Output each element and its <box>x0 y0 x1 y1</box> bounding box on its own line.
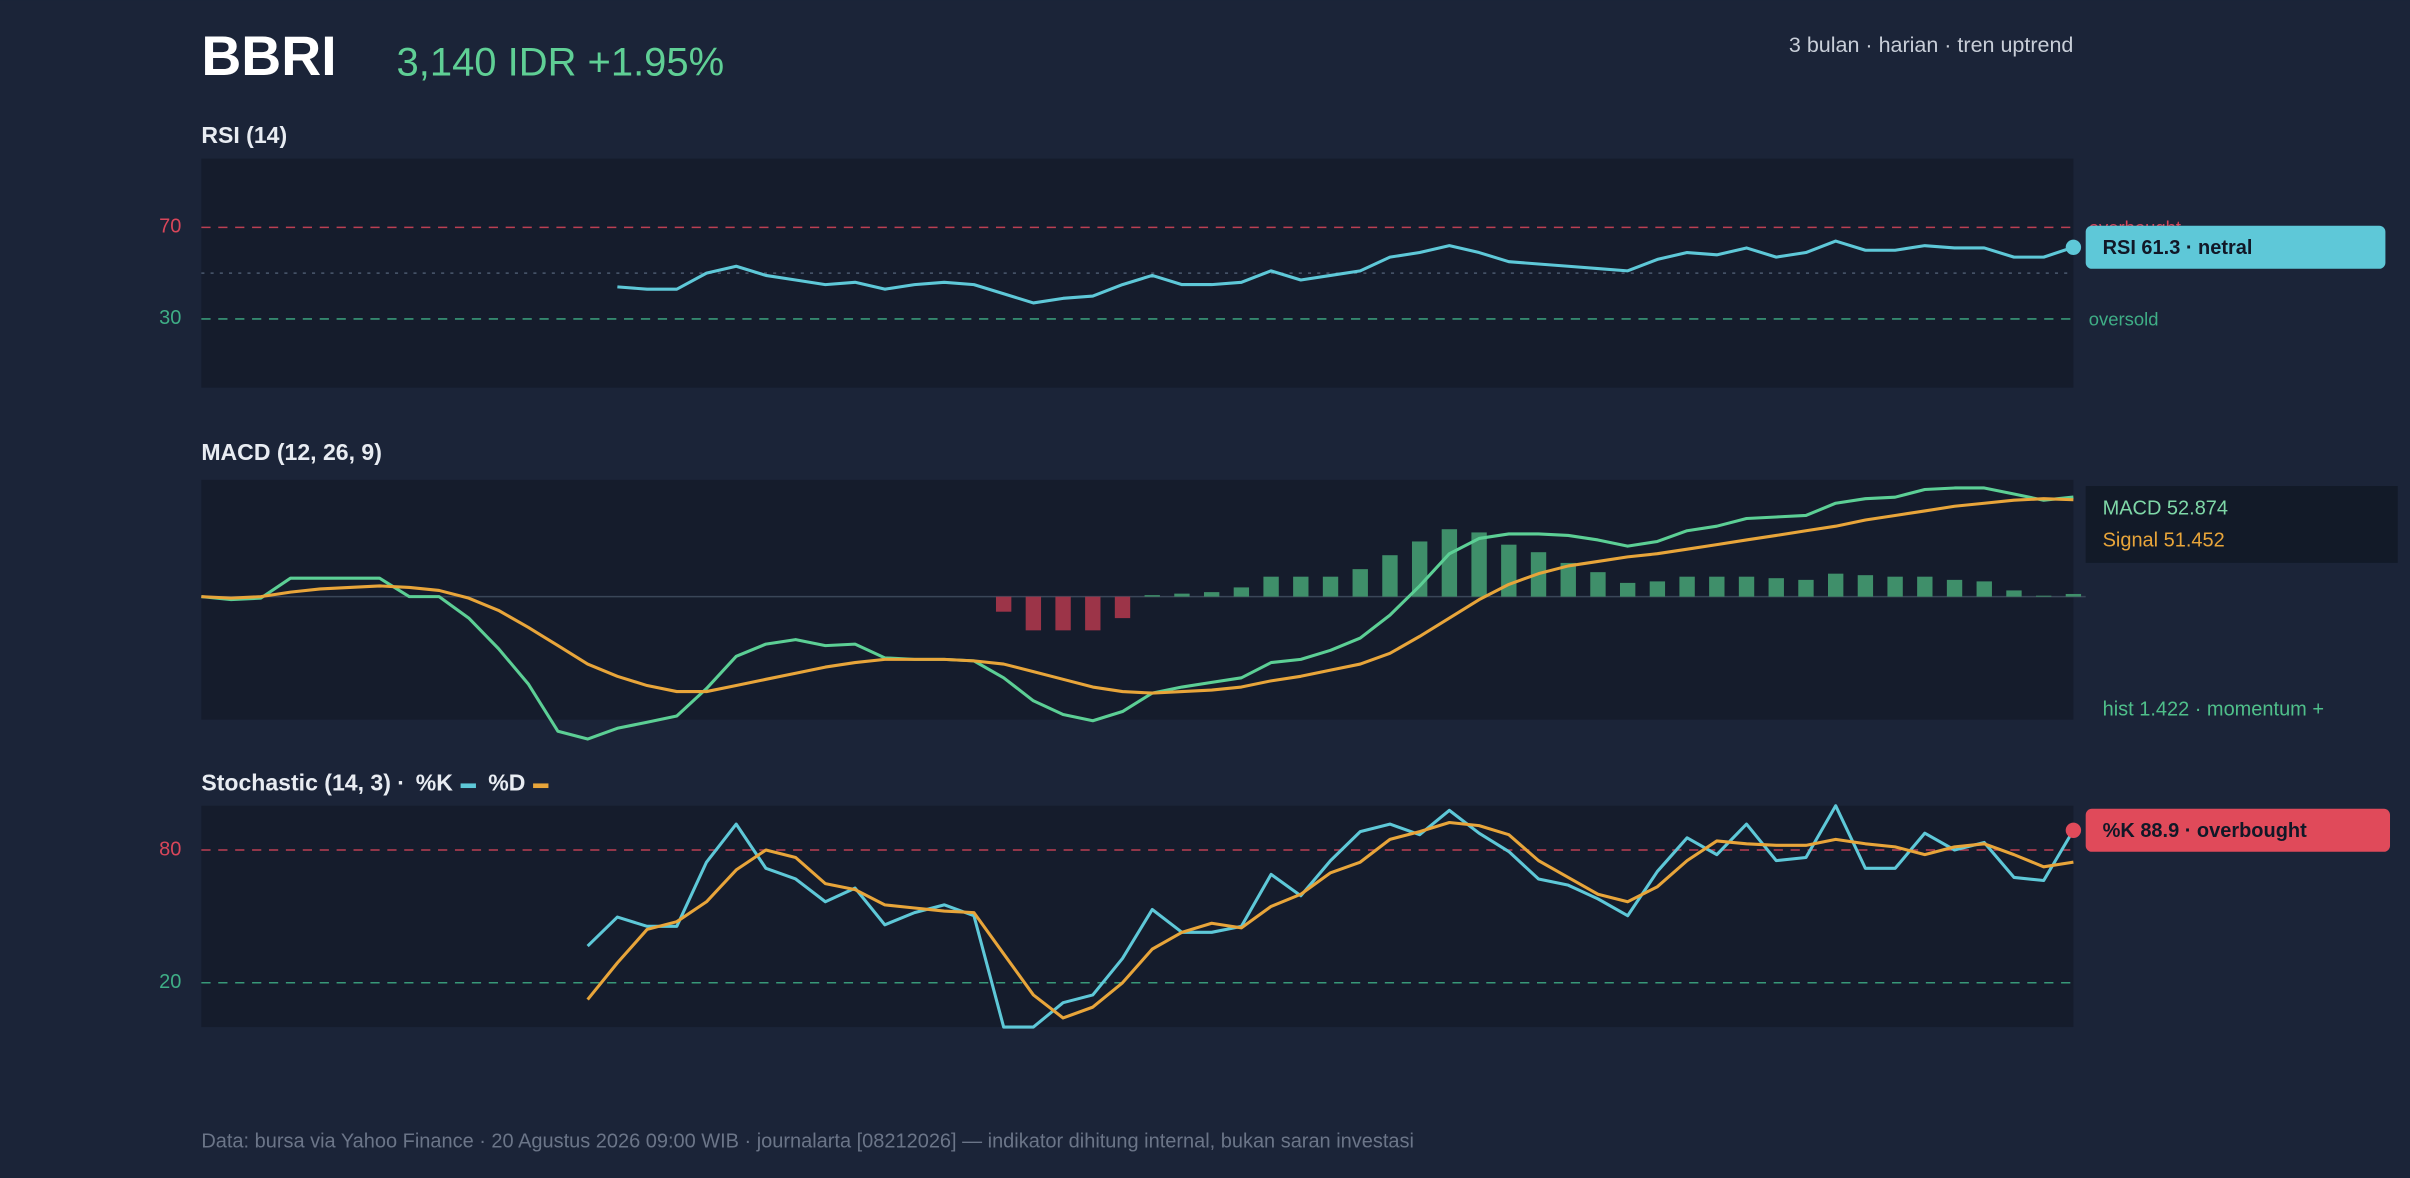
y-tick-label: 70 <box>159 216 181 238</box>
legend-label: %D <box>488 769 525 795</box>
histogram-bar <box>1887 576 1903 597</box>
panel-title: Stochastic (14, 3) · <box>201 769 405 795</box>
panel-background <box>201 158 2074 388</box>
panel-background <box>201 805 2074 1028</box>
histogram-bar <box>1174 593 1190 597</box>
histogram-bar <box>1827 573 1844 597</box>
line-series <box>201 497 2074 695</box>
histogram-bar <box>1798 579 1814 597</box>
histogram-bar <box>1411 541 1428 597</box>
reference-label: oversold <box>2089 308 2159 329</box>
y-tick-label: 30 <box>159 307 181 329</box>
line-series <box>201 486 2074 741</box>
histogram-bar <box>1560 562 1576 597</box>
histogram-bar <box>1976 581 1992 597</box>
annotation-badge <box>2085 808 2391 852</box>
annotation-text: %K 88.9 · overbought <box>2103 820 2308 842</box>
price: 3,140 IDR +1.95% <box>397 40 725 84</box>
y-tick-label: 20 <box>159 971 181 993</box>
histogram-bar <box>2035 595 2052 597</box>
value-box <box>2085 486 2398 563</box>
histogram-bar <box>1085 596 1101 631</box>
histogram-bar <box>995 596 1012 612</box>
value-label: MACD 52.874 <box>2103 497 2228 519</box>
histogram-bar <box>1233 587 1250 597</box>
line-series <box>586 804 2075 1029</box>
rsi-line <box>617 239 2074 305</box>
histogram-bar <box>1352 569 1368 597</box>
histogram-bar <box>1649 581 1666 597</box>
histogram-bar <box>1025 596 1042 631</box>
footer: Data: bursa via Yahoo Finance · 20 Agust… <box>201 1131 1414 1153</box>
histogram-bar <box>1114 596 1131 619</box>
histogram-bar <box>1441 529 1458 597</box>
panel-title: RSI (14) <box>201 122 287 148</box>
histogram-bar <box>1055 596 1071 631</box>
histogram-bar <box>1263 576 1279 597</box>
histogram-bar <box>1917 576 1933 597</box>
histogram-bar <box>1382 555 1398 597</box>
ticker: BBRI <box>201 25 336 87</box>
annotation-text: RSI 61.3 · netral <box>2103 237 2253 259</box>
panel-title: MACD (12, 26, 9) <box>201 439 382 465</box>
histogram-bar <box>2006 590 2022 597</box>
histogram-bar <box>1709 576 1725 597</box>
histogram-bar <box>1203 592 1220 597</box>
histogram-bar <box>2065 593 2082 597</box>
annotation-badge <box>2085 225 2386 269</box>
value-label: hist 1.422 · momentum + <box>2103 699 2324 721</box>
histogram-bar <box>1144 595 1160 597</box>
histogram-bar <box>1768 578 1784 597</box>
last-point <box>2065 822 2082 838</box>
legend-label: %K <box>416 769 453 795</box>
period: 3 bulan · harian · tren uptrend <box>1789 33 2073 57</box>
histogram-bar <box>1738 576 1755 597</box>
histogram-bar <box>1471 532 1487 597</box>
panel-background <box>201 479 2074 720</box>
line-series <box>586 820 2074 1020</box>
histogram-bar <box>1857 575 1874 597</box>
histogram-bar <box>1946 579 1963 597</box>
y-tick-label: 80 <box>159 838 181 860</box>
last-point <box>2065 239 2082 255</box>
histogram-bar <box>1322 576 1339 597</box>
histogram-bar <box>1590 572 1606 597</box>
value-label: Signal 51.452 <box>2103 530 2225 552</box>
histogram-bar <box>1619 582 1636 597</box>
histogram-bar <box>1293 576 1309 597</box>
histogram-bar <box>1679 576 1695 597</box>
